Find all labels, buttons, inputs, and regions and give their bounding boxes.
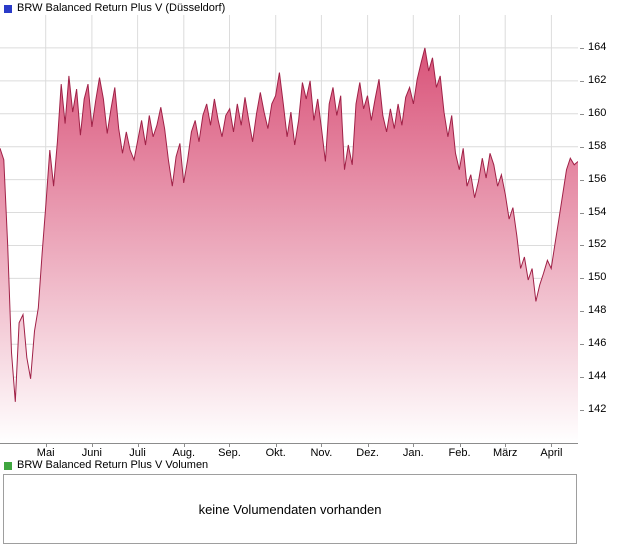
price-area-fill <box>0 47 578 443</box>
price-series-marker-icon <box>4 4 12 13</box>
volume-panel-box: keine Volumendaten vorhanden <box>3 474 577 544</box>
x-tick-mark <box>137 444 139 447</box>
y-tick-mark <box>580 80 584 82</box>
y-tick-mark <box>580 212 584 214</box>
x-tick-label: Sep. <box>218 447 241 459</box>
x-tick-mark <box>275 444 277 447</box>
y-tick-mark <box>580 113 584 115</box>
x-tick-label: Feb. <box>448 447 471 459</box>
x-axis-labels: Mai Juni Juli Aug. Sep. Okt. Nov. Dez. Jan. Feb. M… <box>0 444 578 460</box>
y-tick-label: 148 <box>588 304 607 317</box>
x-tick-label: Okt. <box>265 447 286 459</box>
volume-panel-title: BRW Balanced Return Plus V Volumen <box>17 459 209 471</box>
x-tick-mark <box>229 444 231 447</box>
y-tick-label: 160 <box>588 106 607 119</box>
price-plot-area <box>0 15 578 444</box>
y-tick-mark <box>580 179 584 181</box>
y-tick-label: 152 <box>588 238 607 251</box>
y-tick-label: 156 <box>588 172 607 185</box>
y-tick-label: 154 <box>588 205 607 218</box>
x-tick-mark <box>413 444 415 447</box>
x-tick-mark <box>91 444 93 447</box>
volume-series-marker-icon <box>4 461 12 470</box>
y-tick-mark <box>580 47 584 49</box>
x-tick-label: Aug. <box>172 447 196 459</box>
y-tick-label: 150 <box>588 271 607 284</box>
x-tick-mark <box>551 444 553 447</box>
x-tick-label: Nov. <box>310 447 333 459</box>
price-chart-header: BRW Balanced Return Plus V (Düsseldorf) <box>4 3 225 14</box>
y-tick-label: 162 <box>588 73 607 86</box>
x-tick-label: Dez. <box>356 447 379 459</box>
price-area-chart <box>0 15 578 443</box>
x-tick-label: April <box>540 447 563 459</box>
x-tick-mark <box>45 444 47 447</box>
y-tick-mark <box>580 410 584 412</box>
x-tick-label: Mai <box>36 447 55 459</box>
volume-empty-message: keine Volumendaten vorhanden <box>198 501 382 517</box>
y-tick-label: 146 <box>588 337 607 350</box>
x-tick-label: Juni <box>81 447 102 459</box>
x-tick-mark <box>367 444 369 447</box>
x-tick-mark <box>183 444 185 447</box>
y-tick-label: 164 <box>588 40 607 53</box>
x-tick-label: März <box>492 447 518 459</box>
y-tick-mark <box>580 146 584 148</box>
y-axis-labels: 142 144 146 148 150 152 154 156 158 160 162 164 <box>580 15 620 443</box>
volume-panel-header: BRW Balanced Return Plus V Volumen <box>4 460 208 471</box>
y-tick-label: 142 <box>588 403 607 416</box>
x-tick-label: Jan. <box>402 447 424 459</box>
price-line <box>0 47 578 402</box>
y-tick-mark <box>580 278 584 280</box>
y-tick-mark <box>580 344 584 346</box>
price-chart-title: BRW Balanced Return Plus V (Düsseldorf) <box>17 2 226 14</box>
y-tick-label: 144 <box>588 370 607 383</box>
y-tick-mark <box>580 311 584 313</box>
y-tick-mark <box>580 377 584 379</box>
x-tick-mark <box>459 444 461 447</box>
x-tick-mark <box>505 444 507 447</box>
y-tick-label: 158 <box>588 139 607 152</box>
x-tick-label: Juli <box>129 447 146 459</box>
x-tick-mark <box>321 444 323 447</box>
y-tick-mark <box>580 245 584 247</box>
